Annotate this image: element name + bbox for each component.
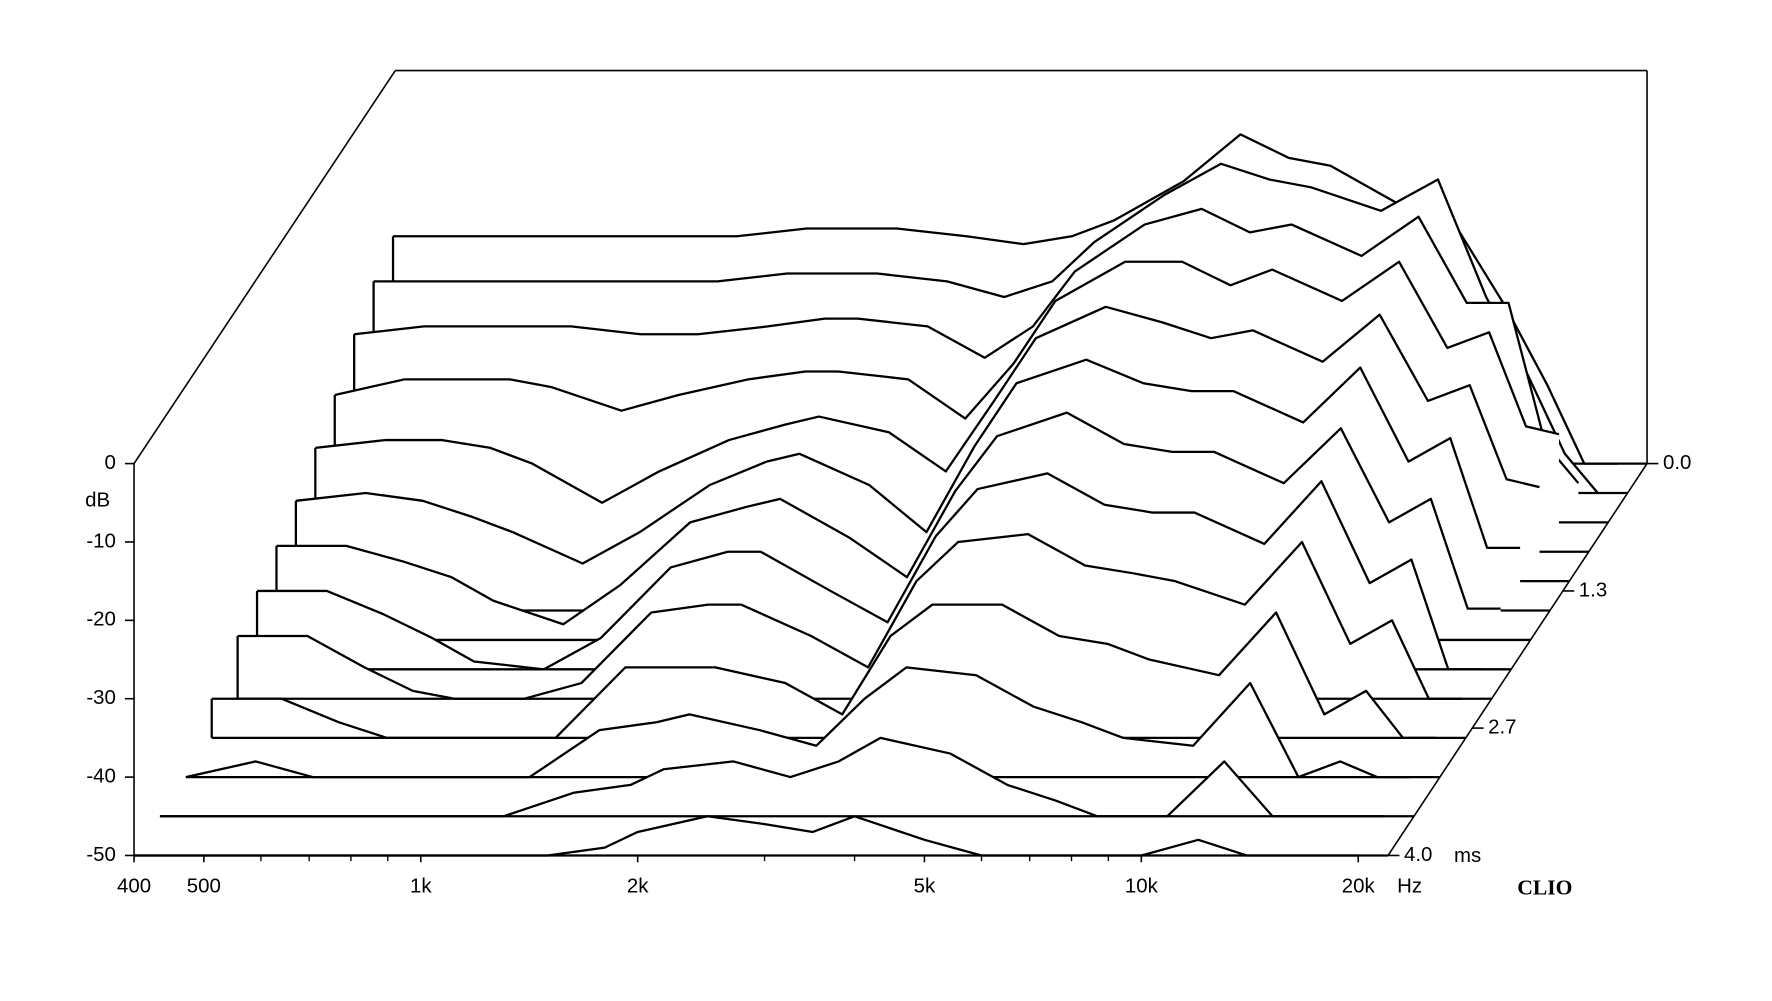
x-tick-label: 5k — [914, 875, 936, 898]
y-axis-label: dB — [85, 488, 110, 511]
slice-curve — [354, 207, 1580, 484]
x-unit: Hz — [1397, 875, 1422, 898]
slice — [159, 736, 1414, 818]
z-tick-label: 4.0 — [1404, 843, 1432, 866]
x-tick-label: 20k — [1342, 875, 1376, 898]
slice-face — [185, 667, 1440, 778]
slice — [134, 815, 1389, 857]
slice-curve — [276, 411, 1501, 626]
slice-curve — [315, 305, 1540, 504]
slice-face — [237, 534, 1492, 699]
x-tick-label: 500 — [187, 875, 221, 898]
z-unit: ms — [1454, 844, 1481, 867]
slice-curve — [159, 736, 1385, 818]
z-tick-label: 1.3 — [1579, 578, 1607, 601]
slice-curve — [211, 603, 1436, 740]
y-tick-label: -50 — [86, 843, 116, 866]
y-tick-label: -40 — [86, 764, 116, 787]
slice-curve — [134, 815, 1359, 857]
slice-curve — [334, 260, 1560, 436]
x-tick-label: 10k — [1125, 875, 1159, 898]
slice-curve — [393, 133, 1618, 465]
z-tick-label: 2.7 — [1488, 716, 1516, 739]
y-tick-label: 0 — [104, 451, 115, 474]
x-tick-label: 1k — [410, 875, 432, 898]
slice-curve — [373, 162, 1599, 494]
x-tick-label: 400 — [117, 875, 151, 898]
brand: CLIO — [1517, 875, 1572, 899]
y-tick-label: -10 — [86, 529, 116, 552]
y-tick-label: -30 — [86, 686, 116, 709]
slice-curve — [237, 532, 1462, 700]
z-tick-label: 0.0 — [1663, 451, 1691, 474]
frame-edge — [133, 70, 396, 465]
y-tick-label: -20 — [86, 608, 116, 631]
slice-curve — [257, 472, 1482, 671]
slice-face — [211, 604, 1466, 738]
slice-curve — [185, 666, 1411, 779]
slice-face — [134, 816, 1389, 856]
z-axis — [1387, 463, 1648, 856]
slice-curve — [295, 358, 1521, 565]
x-tick-label: 2k — [627, 875, 649, 898]
